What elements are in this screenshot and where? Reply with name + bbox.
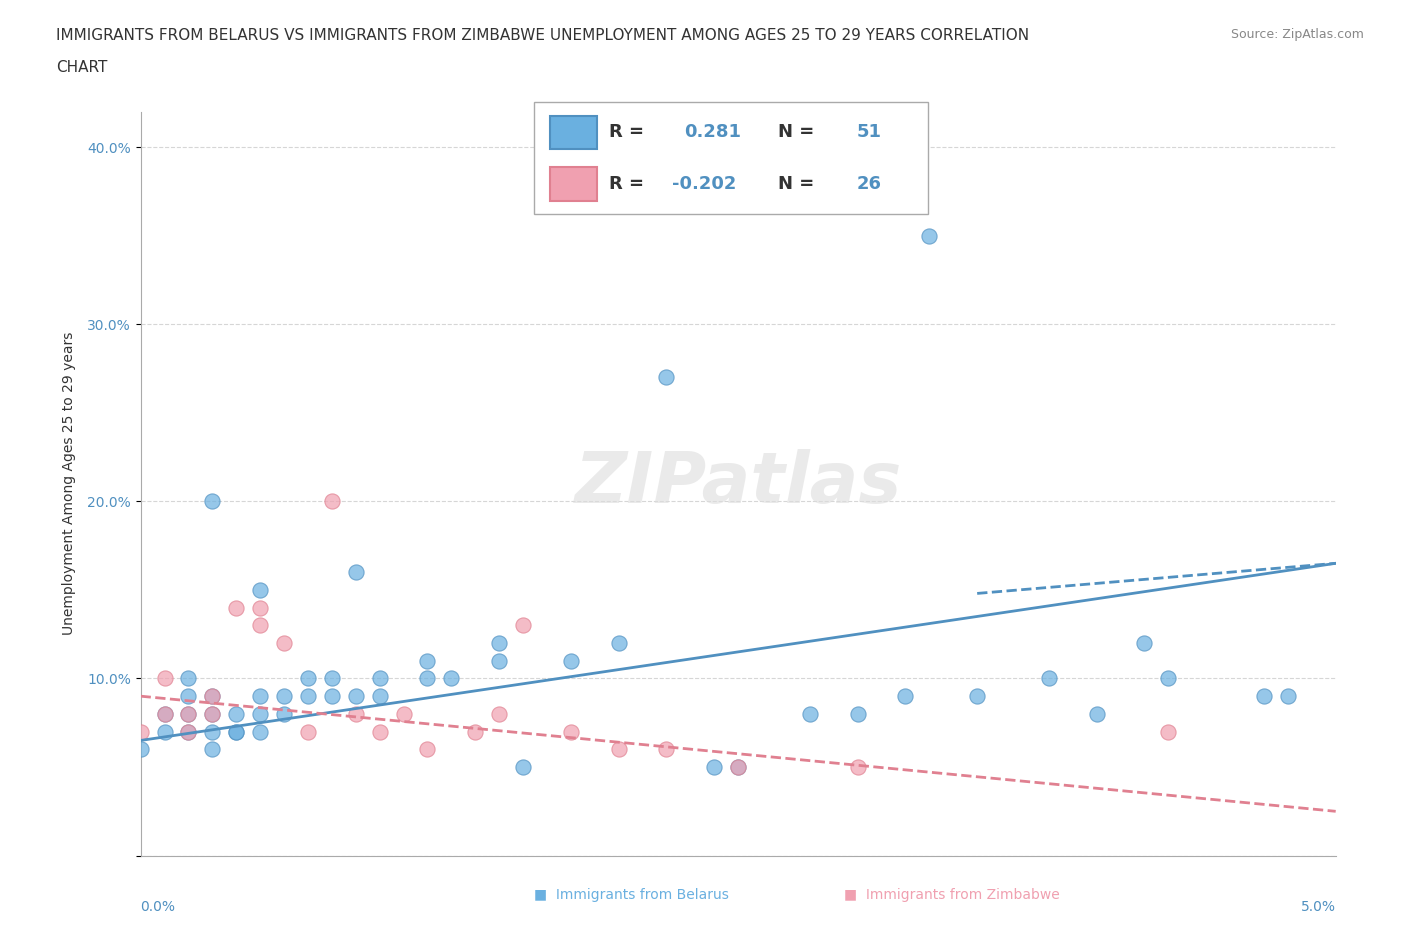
Point — [1038, 671, 1060, 686]
Point — [560, 653, 582, 668]
Text: R =: R = — [609, 175, 644, 193]
FancyBboxPatch shape — [550, 115, 598, 149]
Point — [153, 707, 176, 722]
Point — [1085, 707, 1108, 722]
Point — [966, 689, 988, 704]
Text: -0.202: -0.202 — [672, 175, 737, 193]
Point — [177, 724, 200, 739]
Point — [464, 724, 486, 739]
Point — [201, 707, 224, 722]
Point — [129, 724, 152, 739]
Text: ■  Immigrants from Zimbabwe: ■ Immigrants from Zimbabwe — [844, 888, 1059, 902]
Point — [273, 689, 295, 704]
Point — [416, 742, 439, 757]
Point — [153, 671, 176, 686]
Point — [488, 707, 510, 722]
Point — [177, 707, 200, 722]
Point — [846, 707, 869, 722]
Point — [392, 707, 415, 722]
Point — [225, 707, 247, 722]
Point — [201, 742, 224, 757]
Text: 0.0%: 0.0% — [141, 900, 176, 914]
Text: R =: R = — [609, 124, 644, 141]
Text: IMMIGRANTS FROM BELARUS VS IMMIGRANTS FROM ZIMBABWE UNEMPLOYMENT AMONG AGES 25 T: IMMIGRANTS FROM BELARUS VS IMMIGRANTS FR… — [56, 28, 1029, 43]
Text: Source: ZipAtlas.com: Source: ZipAtlas.com — [1230, 28, 1364, 41]
Text: ZIPatlas: ZIPatlas — [575, 449, 901, 518]
Point — [297, 689, 319, 704]
Point — [607, 742, 630, 757]
Point — [846, 760, 869, 775]
Point — [225, 724, 247, 739]
Text: 26: 26 — [858, 175, 882, 193]
Point — [488, 653, 510, 668]
Point — [249, 707, 271, 722]
Point — [1133, 635, 1156, 650]
FancyBboxPatch shape — [550, 167, 598, 201]
Point — [321, 671, 343, 686]
Point — [918, 228, 941, 243]
Point — [225, 600, 247, 615]
Point — [273, 707, 295, 722]
Point — [368, 671, 391, 686]
Point — [249, 724, 271, 739]
Point — [344, 707, 367, 722]
Point — [249, 689, 271, 704]
Point — [512, 618, 534, 632]
Point — [201, 689, 224, 704]
Point — [177, 724, 200, 739]
Point — [201, 689, 224, 704]
Text: 0.281: 0.281 — [683, 124, 741, 141]
Point — [153, 724, 176, 739]
Point — [416, 653, 439, 668]
Point — [727, 760, 749, 775]
Text: N =: N = — [779, 175, 814, 193]
Point — [225, 724, 247, 739]
Point — [1157, 724, 1180, 739]
Point — [177, 671, 200, 686]
Point — [655, 742, 678, 757]
Point — [560, 724, 582, 739]
Point — [249, 582, 271, 597]
Point — [249, 600, 271, 615]
Point — [488, 635, 510, 650]
Point — [655, 370, 678, 385]
Point — [1277, 689, 1299, 704]
Point — [703, 760, 725, 775]
Point — [416, 671, 439, 686]
Point — [297, 724, 319, 739]
Point — [1253, 689, 1275, 704]
Text: N =: N = — [779, 124, 814, 141]
Point — [177, 689, 200, 704]
Point — [344, 689, 367, 704]
Point — [153, 707, 176, 722]
Point — [1157, 671, 1180, 686]
FancyBboxPatch shape — [534, 102, 928, 214]
Point — [799, 707, 821, 722]
Point — [177, 707, 200, 722]
Text: 5.0%: 5.0% — [1301, 900, 1336, 914]
Point — [129, 742, 152, 757]
Point — [368, 689, 391, 704]
Point — [201, 724, 224, 739]
Point — [727, 760, 749, 775]
Point — [512, 760, 534, 775]
Point — [321, 494, 343, 509]
Point — [201, 494, 224, 509]
Point — [297, 671, 319, 686]
Text: ■  Immigrants from Belarus: ■ Immigrants from Belarus — [534, 888, 730, 902]
Point — [201, 707, 224, 722]
Point — [440, 671, 463, 686]
Text: CHART: CHART — [56, 60, 108, 75]
Point — [894, 689, 917, 704]
Point — [368, 724, 391, 739]
Y-axis label: Unemployment Among Ages 25 to 29 years: Unemployment Among Ages 25 to 29 years — [62, 332, 76, 635]
Point — [607, 635, 630, 650]
Point — [321, 689, 343, 704]
Point — [344, 565, 367, 579]
Point — [249, 618, 271, 632]
Text: 51: 51 — [858, 124, 882, 141]
Point — [273, 635, 295, 650]
